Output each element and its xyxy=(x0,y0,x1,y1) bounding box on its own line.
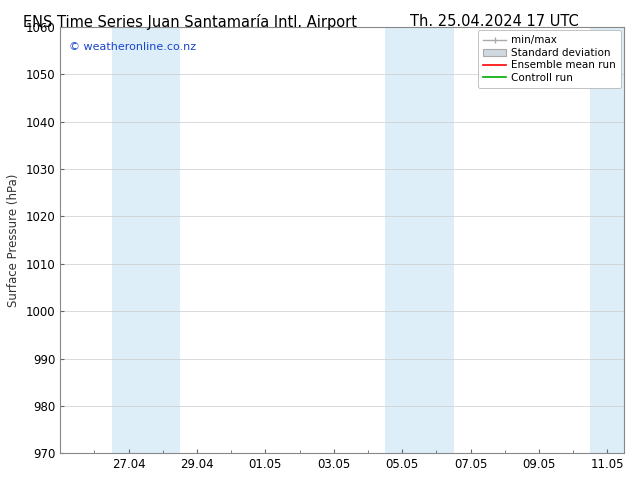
Text: Th. 25.04.2024 17 UTC: Th. 25.04.2024 17 UTC xyxy=(410,14,579,29)
Text: © weatheronline.co.nz: © weatheronline.co.nz xyxy=(68,42,196,52)
Legend: min/max, Standard deviation, Ensemble mean run, Controll run: min/max, Standard deviation, Ensemble me… xyxy=(478,30,621,88)
Bar xyxy=(146,27,180,453)
Bar xyxy=(112,27,146,453)
Y-axis label: Surface Pressure (hPa): Surface Pressure (hPa) xyxy=(7,173,20,307)
Bar xyxy=(590,27,624,453)
Text: ENS Time Series Juan Santamaría Intl. Airport: ENS Time Series Juan Santamaría Intl. Ai… xyxy=(23,14,357,30)
Bar xyxy=(385,27,419,453)
Bar xyxy=(419,27,453,453)
